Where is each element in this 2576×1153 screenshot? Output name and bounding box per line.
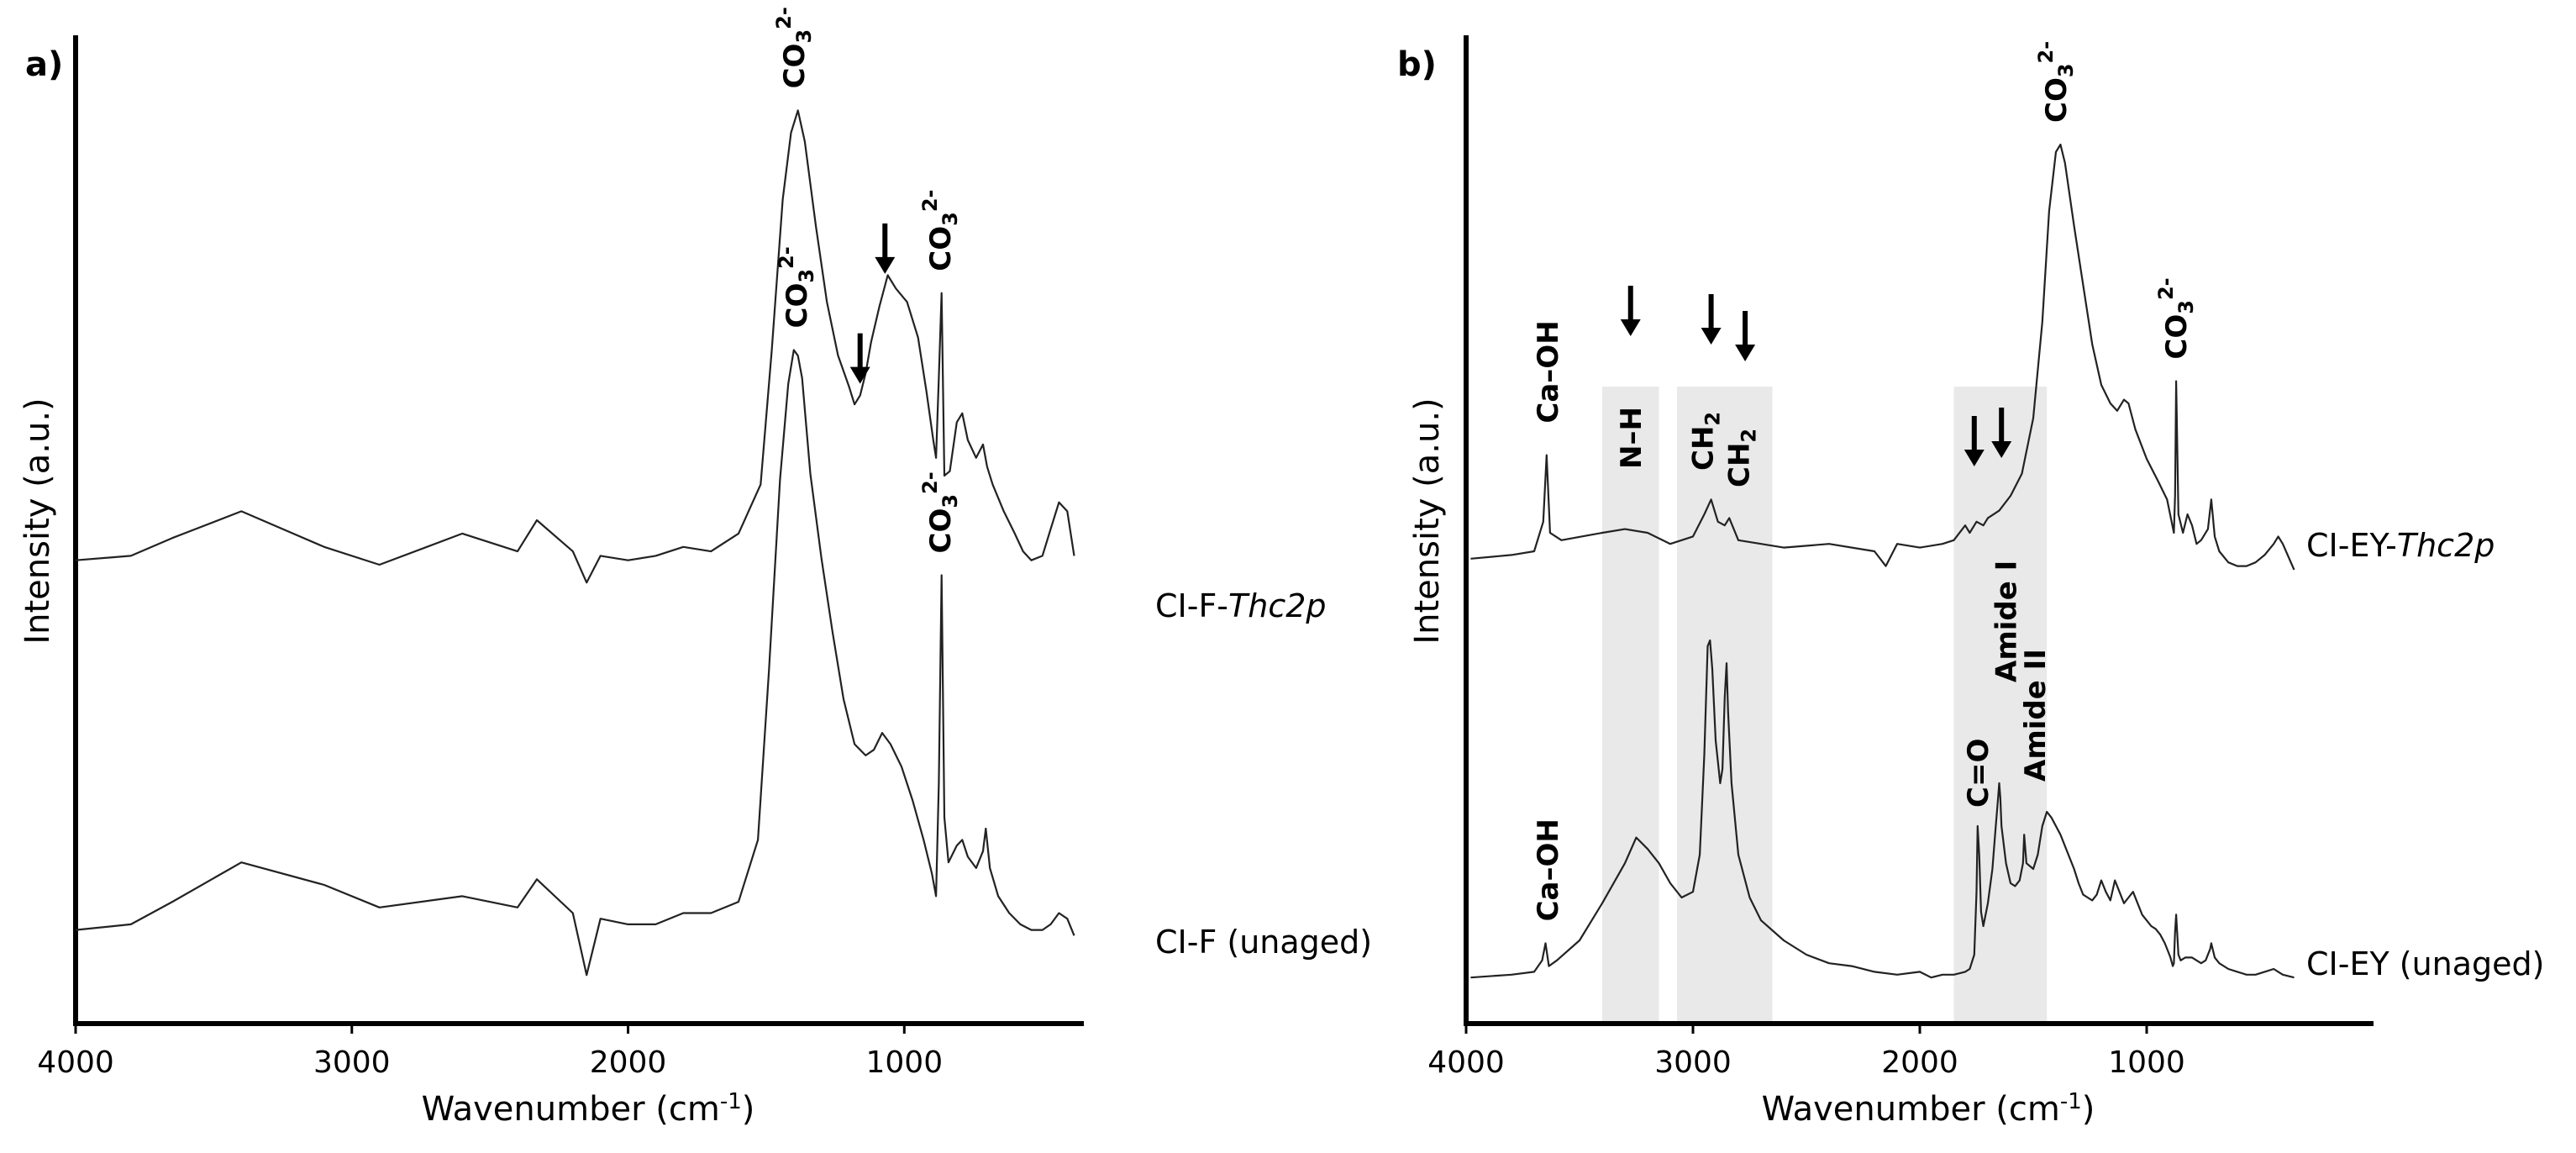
down-arrow-icon <box>1735 345 1756 361</box>
peak-annotation: Ca–OH <box>1532 819 1565 921</box>
x-tick-label: 4000 <box>1427 1045 1505 1080</box>
peak-annotation: CH2 <box>1723 429 1761 487</box>
peak-annotation: CO32- <box>775 246 818 328</box>
y-axis-title: Intensity (a.u.) <box>1408 397 1447 644</box>
x-tick-label: 4000 <box>37 1045 114 1080</box>
spectrum-trace-1 <box>1470 143 2295 571</box>
x-tick-label: 2000 <box>590 1045 667 1080</box>
down-arrow-icon <box>849 366 870 384</box>
x-axis-title: Wavenumber (cm-1) <box>1762 1089 2095 1129</box>
peak-annotation: Ca–OH <box>1532 320 1565 423</box>
spectrum-trace-2 <box>75 349 1075 977</box>
series-label-2: CI-EY (unaged) <box>2306 945 2544 982</box>
down-arrow-icon <box>1620 319 1641 336</box>
peak-annotation: Amide I <box>1990 561 2024 682</box>
peak-annotation: CO32- <box>2154 277 2198 359</box>
down-arrow-icon <box>1964 450 1985 466</box>
series-label-1: CI-F-Thc2p <box>1155 587 1327 624</box>
x-tick-label: 1000 <box>865 1045 943 1080</box>
shaded-region-2 <box>1953 387 2048 1024</box>
peak-annotation: CO32- <box>2034 41 2078 123</box>
peak-annotation: CH2 <box>1687 412 1725 471</box>
x-tick-label: 1000 <box>2108 1045 2185 1080</box>
peak-annotation: N–H <box>1615 407 1648 469</box>
y-axis-title: Intensity (a.u.) <box>18 397 57 644</box>
down-arrow-icon <box>1701 328 1722 345</box>
down-arrow-icon <box>1991 441 2012 458</box>
panel-b: 4000 3000 2000 1000 Wavenumber (cm-1) Intensi… <box>1397 35 2544 1129</box>
panel-label: b) <box>1397 45 1437 84</box>
panel-label: a) <box>25 45 63 84</box>
panel-a: 4000 3000 2000 1000 Wavenumber (cm-1) Intensi… <box>18 7 1372 1129</box>
x-axis-title: Wavenumber (cm-1) <box>422 1089 755 1129</box>
down-arrow-icon <box>875 256 896 274</box>
shaded-region-0 <box>1602 387 1659 1024</box>
spectrum-trace-2 <box>1470 639 2295 979</box>
peak-annotation: CO32- <box>918 471 962 553</box>
x-tick-label: 3000 <box>313 1045 391 1080</box>
series-label-1: CI-EY-Thc2p <box>2306 527 2495 564</box>
x-tick-label: 2000 <box>1881 1045 1958 1080</box>
peak-annotation: C=O <box>1962 739 1995 808</box>
peak-annotation: Amide II <box>2019 649 2053 782</box>
peak-annotation: CO32- <box>772 7 816 88</box>
x-tick-label: 3000 <box>1654 1045 1732 1080</box>
series-label-2: CI-F (unaged) <box>1155 924 1372 961</box>
peak-annotation: CO32- <box>918 189 962 271</box>
